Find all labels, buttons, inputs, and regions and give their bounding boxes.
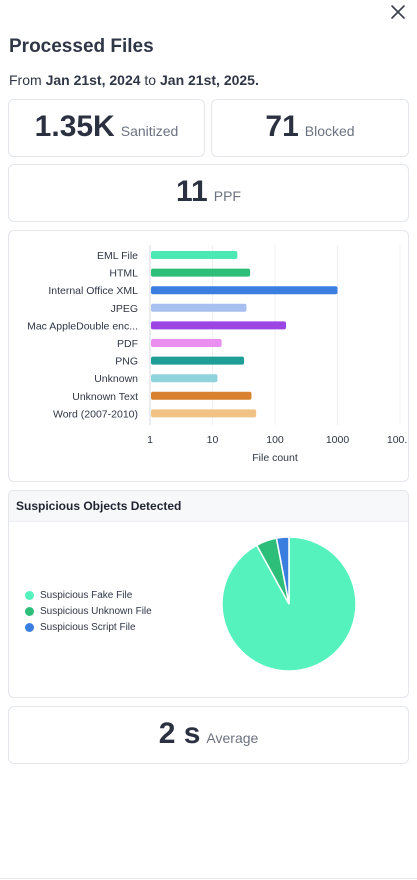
ppf-value: 11: [176, 175, 208, 208]
bar[interactable]: [151, 374, 218, 383]
blocked-label: Blocked: [304, 123, 355, 139]
bar[interactable]: [151, 303, 247, 312]
pie-slice[interactable]: [275, 536, 290, 605]
legend-dot-unknown: [25, 606, 34, 616]
date-to: Jan 21st, 2025.: [160, 72, 259, 88]
category-label: JPEG: [111, 303, 138, 315]
bar[interactable]: [151, 339, 222, 347]
legend-item-fake[interactable]: Suspicious Fake File: [25, 587, 152, 603]
legend-label-unknown: Suspicious Unknown File: [40, 605, 152, 617]
bar[interactable]: [151, 251, 238, 259]
sanitized-label: Sanitized: [120, 123, 179, 139]
blocked-value: 71: [265, 110, 299, 143]
average-value: 2 s: [158, 717, 201, 750]
ppf-card: 11 PPF: [8, 164, 409, 222]
date-from: Jan 21st, 2024: [45, 72, 141, 88]
category-label: Unknown Text: [72, 391, 138, 403]
bar[interactable]: [151, 356, 245, 365]
date-connector: to: [144, 72, 157, 88]
category-label: PDF: [117, 338, 138, 350]
date-prefix: From: [9, 72, 42, 88]
average-label: Average: [206, 730, 259, 746]
bar[interactable]: [151, 391, 252, 400]
legend-label-script: Suspicious Script File: [40, 621, 136, 633]
average-card: 2 s Average: [8, 706, 409, 764]
suspicious-objects-card: Suspicious Objects Detected Suspicious F…: [8, 490, 409, 698]
legend-dot-fake: [25, 590, 34, 600]
tick-label: 1: [147, 434, 153, 446]
bar[interactable]: [151, 409, 257, 418]
ppf-label: PPF: [213, 188, 241, 204]
category-label: EML File: [97, 250, 138, 262]
legend-label-fake: Suspicious Fake File: [40, 589, 133, 601]
date-range: From Jan 21st, 2024 to Jan 21st, 2025.: [9, 72, 259, 88]
blocked-card: 71 Blocked: [211, 99, 409, 157]
sanitized-value: 1.35K: [34, 110, 115, 143]
tick-label: 1000: [326, 434, 350, 446]
pie-legend: Suspicious Fake File Suspicious Unknown …: [25, 587, 152, 635]
legend-item-unknown[interactable]: Suspicious Unknown File: [25, 603, 152, 619]
bar[interactable]: [151, 321, 287, 330]
x-axis-label: File count: [252, 452, 298, 464]
legend-item-script[interactable]: Suspicious Script File: [25, 619, 152, 635]
suspicious-objects-title: Suspicious Objects Detected: [9, 491, 408, 522]
sanitized-card: 1.35K Sanitized: [8, 99, 205, 157]
category-label: Word (2007-2010): [53, 408, 138, 420]
tick-label: 10: [207, 434, 219, 446]
category-label: HTML: [109, 268, 138, 280]
legend-dot-script: [25, 622, 34, 632]
close-icon[interactable]: [389, 3, 407, 21]
tick-label: 100: [266, 434, 284, 446]
category-label: Unknown: [94, 373, 138, 385]
bar[interactable]: [151, 268, 251, 277]
category-label: Internal Office XML: [48, 285, 138, 297]
category-label: Mac AppleDouble enc...: [27, 320, 138, 332]
file-type-chart-card: EML File HTML Internal Office XML JPEG Mac A…: [8, 230, 413, 482]
file-type-bar-chart: EML File HTML Internal Office XML JPEG Mac A…: [27, 245, 413, 464]
suspicious-objects-pie-chart: [221, 536, 357, 672]
bar[interactable]: [151, 286, 338, 295]
category-label: PNG: [115, 356, 138, 368]
bottom-divider: [0, 878, 417, 879]
tick-label: 100...: [387, 434, 408, 446]
page-title: Processed Files: [9, 36, 154, 57]
